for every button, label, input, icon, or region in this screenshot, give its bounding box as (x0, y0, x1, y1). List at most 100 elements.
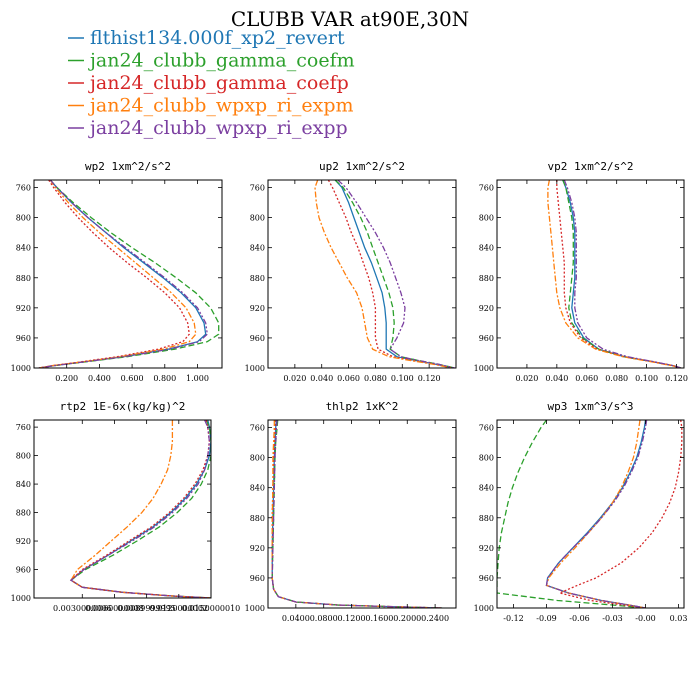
plot-frame (33, 179, 223, 369)
x-tick-label: 0.800 (153, 374, 176, 383)
y-tick-label: 960 (16, 334, 31, 343)
y-tick-label: 800 (16, 214, 31, 223)
legend-label: jan24_clubb_wpxp_ri_expm (88, 95, 354, 117)
panel-title: rtp2 1E-6x(kg/kg)^2 (60, 400, 186, 413)
series-group (271, 420, 443, 608)
series-line (314, 180, 453, 368)
x-tick-label: 0.080 (364, 374, 387, 383)
x-tick-label: 0.0150000010 (182, 604, 241, 613)
y-tick-label: 760 (16, 423, 31, 432)
series-line (545, 420, 646, 608)
panel-2: up2 1xm^2/s^2 760 800 840 880 920 960 1000 0.020… (245, 160, 457, 383)
series-line (545, 420, 647, 608)
x-tick-label: -0.00 (635, 614, 656, 623)
y-tick-label: 800 (479, 214, 494, 223)
y-tick-label: 840 (479, 484, 494, 493)
series-line (271, 420, 443, 608)
series-line (69, 420, 211, 598)
series-line (70, 420, 211, 598)
y-tick-label: 960 (16, 566, 31, 575)
series-line (69, 420, 211, 598)
y-tick-label: 1000 (245, 604, 265, 613)
series-line (557, 420, 683, 608)
series-group (497, 420, 683, 608)
legend-label: jan24_clubb_gamma_coefp (88, 72, 349, 94)
series-group (38, 180, 220, 368)
plot-frame (267, 419, 457, 609)
y-tick-label: 920 (250, 304, 265, 313)
x-tick-label: 0.0060000008 (85, 604, 144, 613)
x-tick-label: 0.200 (55, 374, 78, 383)
series-line (547, 180, 682, 368)
y-tick-label: 880 (479, 274, 494, 283)
x-tick-label: 0.0089999995 (117, 604, 176, 613)
series-line (38, 180, 220, 368)
series-line (545, 420, 648, 608)
y-tick-label: 760 (16, 184, 31, 193)
series-group (547, 180, 682, 368)
legend-item: jan24_clubb_gamma_coefp (68, 72, 349, 94)
x-tick-label: 0.080 (605, 374, 628, 383)
legend-label: jan24_clubb_gamma_coefm (88, 50, 355, 72)
x-tick-label: 0.040 (310, 374, 333, 383)
series-line (271, 420, 443, 608)
x-tick-label: 0.040 (545, 374, 568, 383)
x-tick-label: 1.000 (186, 374, 209, 383)
x-tick-label: -0.12 (503, 614, 524, 623)
y-tick-label: 760 (479, 424, 494, 433)
plot-frame (267, 179, 457, 369)
x-tick-label: 0.0400 (282, 614, 310, 623)
y-tick-label: 920 (16, 537, 31, 546)
legend-item: jan24_clubb_wpxp_ri_expm (68, 95, 354, 117)
y-tick-label: 800 (479, 454, 494, 463)
y-tick-label: 920 (16, 304, 31, 313)
panel-3: vp2 1xm^2/s^2 760 800 840 880 920 960 1000 0.020… (474, 160, 688, 383)
x-tick-label: -0.06 (569, 614, 590, 623)
y-tick-label: 840 (479, 244, 494, 253)
series-line (38, 180, 208, 368)
series-line (69, 420, 211, 598)
y-tick-label: 760 (479, 184, 494, 193)
x-tick-label: 0.0030000006 (53, 604, 112, 613)
x-tick-label: 0.03 (670, 614, 688, 623)
series-group (314, 180, 455, 368)
y-tick-label: 800 (16, 452, 31, 461)
x-tick-label: 0.060 (337, 374, 360, 383)
legend-label: jan24_clubb_wpxp_ri_expp (88, 117, 348, 139)
x-tick-label: 0.060 (575, 374, 598, 383)
x-tick-label: 0.100 (391, 374, 414, 383)
x-tick-label: 0.020 (283, 374, 306, 383)
y-tick-label: 760 (250, 184, 265, 193)
plot-frame (496, 179, 685, 369)
series-line (497, 420, 646, 608)
y-tick-label: 1000 (474, 604, 494, 613)
panel-title: vp2 1xm^2/s^2 (547, 160, 633, 173)
series-line (69, 420, 211, 598)
series-line (38, 180, 190, 368)
x-tick-label: 0.0800 (310, 614, 338, 623)
plot-frame (33, 419, 212, 599)
series-line (271, 420, 443, 608)
series-line (38, 180, 197, 368)
series-line (334, 180, 455, 368)
x-tick-label: 0.2400 (421, 614, 449, 623)
series-line (327, 180, 454, 368)
y-tick-label: 840 (250, 244, 265, 253)
y-tick-label: 960 (250, 334, 265, 343)
panel-title: thlp2 1xK^2 (326, 400, 399, 413)
series-line (334, 180, 454, 368)
legend: flthist134.000f_xp2_revertjan24_clubb_ga… (68, 27, 355, 139)
y-tick-label: 1000 (245, 364, 265, 373)
panel-title: up2 1xm^2/s^2 (319, 160, 405, 173)
series-line (563, 180, 682, 368)
panel-6: wp3 1xm^3/s^3 760 800 840 880 920 960 1000 -0.12… (474, 400, 688, 623)
y-tick-label: 920 (479, 304, 494, 313)
panel-grid: wp2 1xm^2/s^2 760 800 840 880 920 960 1000 0.200… (11, 160, 688, 623)
x-tick-label: 0.1600 (365, 614, 393, 623)
y-tick-label: 920 (250, 544, 265, 553)
y-tick-label: 840 (16, 480, 31, 489)
y-tick-label: 1000 (474, 364, 494, 373)
series-line (337, 180, 455, 368)
x-tick-label: 0.0120000002 (150, 604, 209, 613)
